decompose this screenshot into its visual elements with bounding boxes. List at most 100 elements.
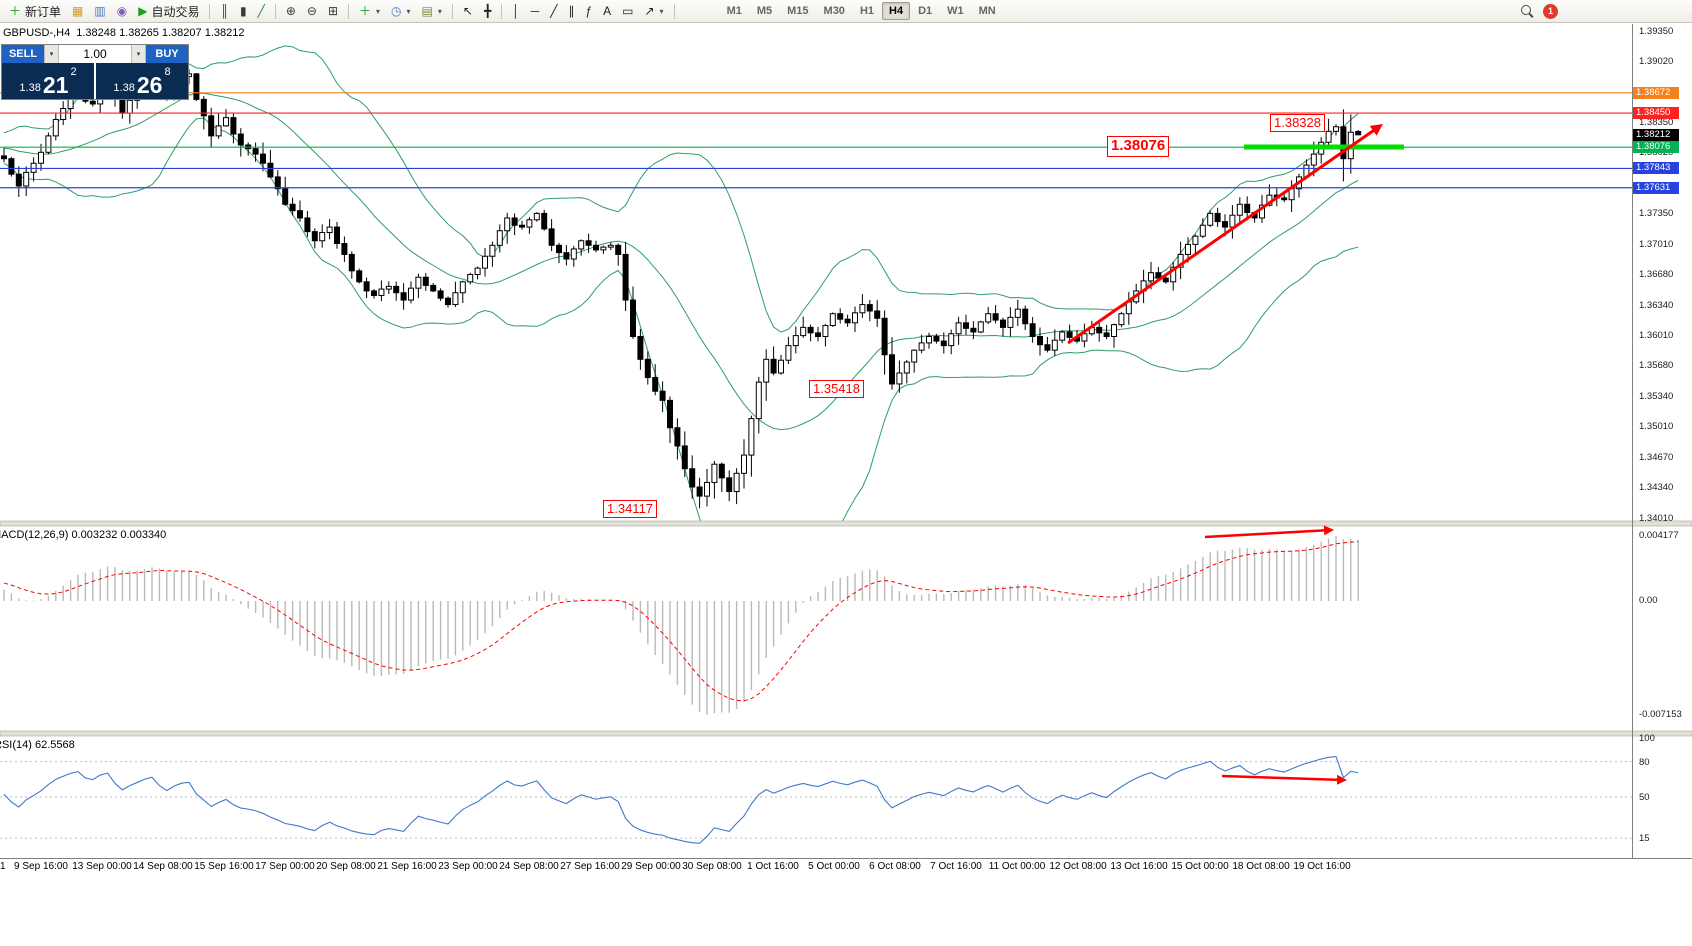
caret-down-icon: ▾ (136, 51, 141, 58)
crosshair-button[interactable]: ╋ (479, 2, 496, 21)
candles-layer (1, 61, 1362, 509)
toolbar-separator (501, 3, 503, 19)
caret-down-icon: ▾ (659, 6, 664, 16)
templates-icon: ▤ (421, 4, 433, 18)
trend-arrow[interactable] (1067, 123, 1383, 345)
timeframe-m5[interactable]: M5 (756, 5, 773, 17)
candlestick-chart-mode-icon: ▮ (239, 4, 247, 18)
toolbar-separator (274, 3, 276, 19)
trendline-button[interactable]: ╱ (545, 2, 562, 21)
periods-icon: ◷ (391, 4, 402, 18)
sell-price-fraction: 2 (70, 66, 77, 78)
volume-caret[interactable]: ▾ (131, 45, 146, 63)
fibonacci-icon: ƒ (585, 4, 593, 18)
new-order-label: 新订单 (25, 4, 62, 19)
templates-button[interactable]: ▤ ▾ (417, 2, 447, 21)
zoom-in-button[interactable]: ⊕ (281, 2, 301, 21)
timeframe-w1[interactable]: W1 (947, 5, 964, 17)
charts-button[interactable]: ▦ (67, 2, 88, 21)
candlestick-chart-mode-button[interactable]: ▮ (235, 2, 252, 21)
sell-price-display[interactable]: 1.38 21 2 (2, 63, 94, 99)
market-button[interactable]: ◉ (112, 2, 132, 21)
caret-down-icon: ▾ (49, 51, 54, 58)
buy-price-display[interactable]: 1.38 26 8 (94, 63, 188, 99)
indicators-button[interactable]: ＋ ▾ (354, 2, 385, 21)
main-toolbar: ＋新订单 ▦ ▥ ◉ ▶ 自动交易 ║ ▮ ╱ ⊕ ⊖ ⊞ ＋ ▾ ◷ ▾ ▤ ▾ ↖ ╋ │ ─ ╱ ∥ ƒ A ▭ ↗ ▾ M1 M5 M… (0, 0, 1692, 23)
caret-down-icon: ▾ (406, 6, 411, 16)
buy-button[interactable]: BUY (146, 45, 188, 63)
caret-down-icon: ▾ (437, 6, 442, 16)
buy-price-fraction: 8 (164, 66, 171, 78)
line-chart-mode-icon: ╱ (257, 4, 265, 18)
arrows-button[interactable]: ↗ ▾ (639, 2, 668, 21)
volume-input[interactable]: 1.00 (59, 45, 131, 63)
zoom-out-button[interactable]: ⊖ (302, 2, 322, 21)
panel-borders (0, 24, 1692, 859)
timeframe-m30[interactable]: M30 (823, 5, 845, 17)
sell-price-pips: 21 (42, 72, 69, 99)
new-order-button[interactable]: ＋新订单 (4, 2, 66, 21)
sell-options-caret[interactable]: ▾ (44, 45, 59, 63)
arrows-icon: ↗ (644, 4, 655, 18)
toolbar-separator (209, 3, 211, 19)
rsi-plot (0, 756, 1632, 844)
equidistant-channel-button[interactable]: ∥ (563, 2, 579, 21)
text-button[interactable]: A (598, 2, 616, 21)
autotrading-icon: ▶ (138, 4, 148, 18)
timeframe-h1[interactable]: H1 (859, 5, 874, 17)
timeframe-d1[interactable]: D1 (918, 5, 933, 17)
equidistant-channel-icon: ∥ (568, 4, 575, 18)
indicators-icon: ＋ (359, 4, 372, 18)
toolbar-separator (348, 3, 349, 19)
drawing-objects[interactable] (1067, 123, 1404, 785)
periods-button[interactable]: ◷ ▾ (386, 2, 416, 21)
macd-arrow[interactable] (1204, 525, 1334, 539)
zoom-out-icon: ⊖ (306, 4, 317, 18)
profiles-icon: ▥ (94, 4, 106, 18)
bollinger-middle-band (3, 92, 1359, 431)
bollinger-lower-band (3, 117, 1359, 522)
tile-windows-icon: ⊞ (327, 4, 338, 18)
toolbar-right: 1 (1521, 3, 1688, 19)
trendline-icon: ╱ (550, 4, 558, 18)
text-label-button[interactable]: ▭ (617, 2, 638, 21)
toolbar-separator (451, 3, 453, 19)
market-icon: ◉ (116, 4, 128, 18)
macd-signal-line (3, 541, 1359, 702)
buy-price-pips: 26 (136, 72, 163, 99)
vertical-line-icon: │ (512, 4, 520, 18)
profiles-button[interactable]: ▥ (89, 2, 110, 21)
line-chart-mode-button[interactable]: ╱ (253, 2, 270, 21)
timeframe-m15[interactable]: M15 (787, 5, 809, 17)
timeframe-toolbar: M1 M5 M15 M30 H1 H4 D1 W1 MN (720, 2, 1003, 20)
caret-down-icon: ▾ (376, 6, 381, 16)
cursor-button[interactable]: ↖ (458, 2, 478, 21)
sell-price-big-figure: 1.38 (19, 82, 41, 94)
timeframe-h4[interactable]: H4 (882, 2, 911, 20)
autotrading-button[interactable]: ▶ 自动交易 (133, 2, 204, 21)
fibonacci-button[interactable]: ƒ (580, 2, 597, 21)
horizontal-line-button[interactable]: ─ (526, 2, 545, 21)
rsi-arrow[interactable] (1221, 774, 1347, 785)
notifications-badge[interactable]: 1 (1543, 3, 1558, 19)
rsi-line (3, 756, 1359, 844)
bollinger-upper-band (3, 45, 1359, 333)
bar-chart-mode-button[interactable]: ║ (215, 2, 234, 21)
timeframe-mn[interactable]: MN (978, 5, 996, 17)
bar-chart-mode-icon: ║ (220, 4, 229, 18)
crosshair-icon: ╋ (483, 4, 492, 18)
text-icon: A (603, 4, 612, 18)
new-order-icon: ＋ (9, 4, 22, 18)
charts-icon: ▦ (72, 4, 84, 18)
autotrading-label: 自动交易 (151, 4, 200, 19)
horizontal-level-lines[interactable] (0, 92, 1632, 189)
search-icon[interactable] (1521, 4, 1534, 18)
vertical-line-button[interactable]: │ (507, 2, 525, 21)
horizontal-line-icon: ─ (530, 4, 540, 18)
sell-button[interactable]: SELL (2, 45, 44, 63)
timeframe-m1[interactable]: M1 (726, 5, 742, 17)
one-click-trading-panel: SELL ▾ 1.00 ▾ BUY 1.38 21 2 1.38 26 8 (1, 44, 189, 100)
tile-windows-button[interactable]: ⊞ (323, 2, 343, 21)
